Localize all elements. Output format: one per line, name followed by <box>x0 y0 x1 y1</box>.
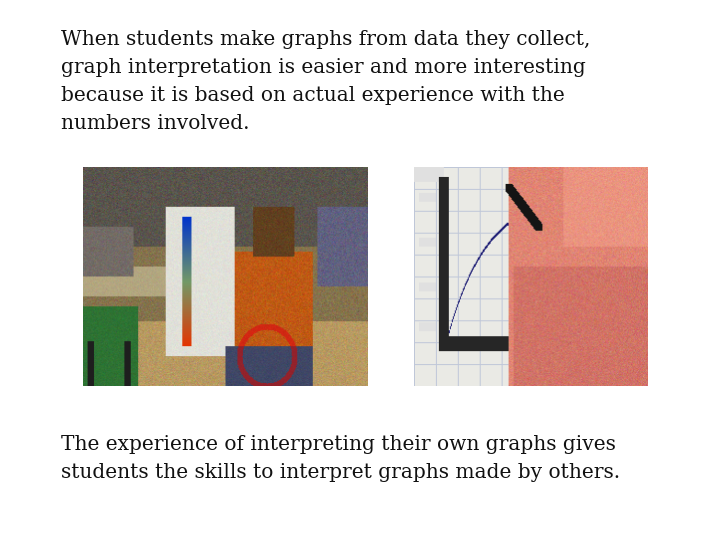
Text: The experience of interpreting their own graphs gives
students the skills to int: The experience of interpreting their own… <box>61 435 621 482</box>
Text: When students make graphs from data they collect,
graph interpretation is easier: When students make graphs from data they… <box>61 30 590 133</box>
